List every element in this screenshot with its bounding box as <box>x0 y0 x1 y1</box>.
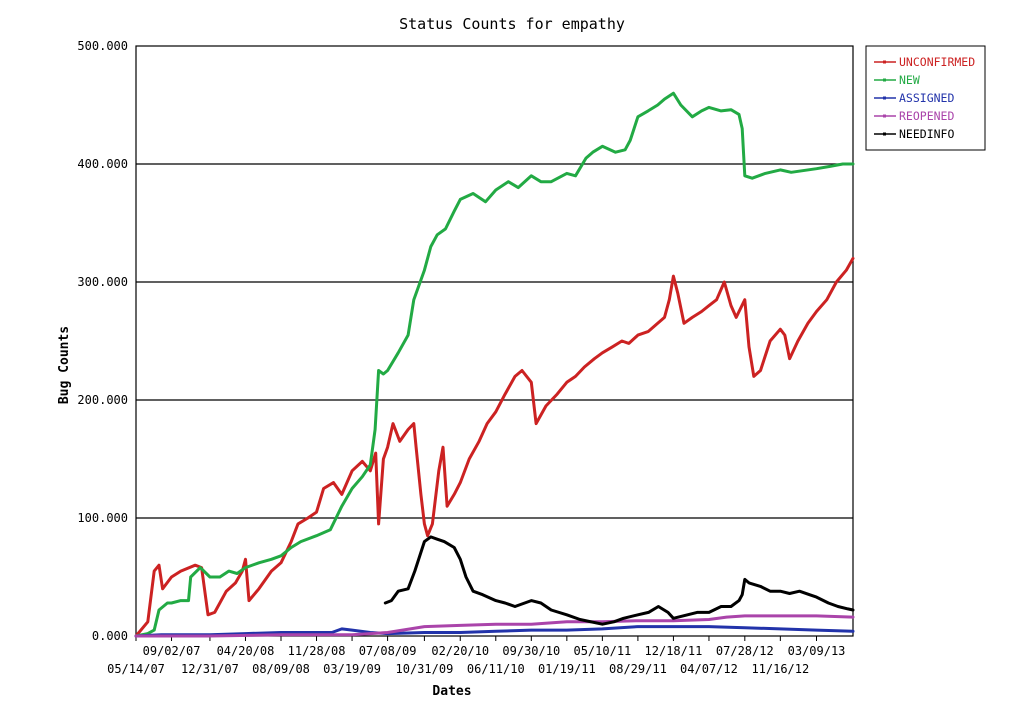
x-tick-label: 02/20/10 <box>431 644 489 658</box>
y-tick-label: 500.000 <box>77 39 128 53</box>
x-tick-label: 07/08/09 <box>359 644 417 658</box>
x-tick-label: 08/29/11 <box>609 662 667 676</box>
legend-label-assigned: ASSIGNED <box>899 91 954 105</box>
series-line-reopened <box>134 614 855 638</box>
legend-marker <box>883 114 886 118</box>
y-tick-label: 400.000 <box>77 157 128 171</box>
x-tick-label: 12/18/11 <box>645 644 703 658</box>
x-tick-label: 05/10/11 <box>573 644 631 658</box>
x-tick-label: 09/02/07 <box>143 644 201 658</box>
x-tick-label: 04/20/08 <box>217 644 275 658</box>
x-tick-label: 08/09/08 <box>252 662 310 676</box>
grid-lines <box>136 163 853 519</box>
x-tick-label: 05/14/07 <box>107 662 165 676</box>
x-tick-label: 09/30/10 <box>502 644 560 658</box>
y-tick-label: 100.000 <box>77 511 128 525</box>
series-line-unconfirmed <box>134 256 855 638</box>
legend-marker <box>883 78 886 82</box>
legend-label-needinfo: NEEDINFO <box>899 127 954 141</box>
x-tick-label: 04/07/12 <box>680 662 738 676</box>
x-tick-label: 12/31/07 <box>181 662 239 676</box>
y-tick-label: 300.000 <box>77 275 128 289</box>
plot-area-frame <box>135 45 854 637</box>
x-tick-label: 01/19/11 <box>538 662 596 676</box>
x-tick-label: 07/28/12 <box>716 644 774 658</box>
y-tick-label: 0.000 <box>92 629 128 643</box>
x-tick-label: 11/16/12 <box>751 662 809 676</box>
x-axis-label: Dates <box>432 684 471 699</box>
series-line-new <box>134 91 855 638</box>
y-axis-label: Bug Counts <box>57 326 72 404</box>
x-axis-ticks: 05/14/07 09/02/07 12/31/07 04/20/08 08/09/08… <box>107 636 845 676</box>
legend-marker <box>883 60 886 64</box>
y-axis-ticks: 0.000 100.000 200.000 300.000 400.000 500.000 <box>77 39 128 643</box>
y-tick-label: 200.000 <box>77 393 128 407</box>
legend-label-new: NEW <box>899 73 920 87</box>
legend-marker <box>883 132 886 136</box>
legend: UNCONFIRMED NEW ASSIGNED REOPENED NEEDINFO <box>865 45 986 151</box>
x-tick-label: 06/11/10 <box>467 662 525 676</box>
x-tick-label: 03/19/09 <box>323 662 381 676</box>
chart-title: Status Counts for empathy <box>399 15 625 33</box>
x-tick-label: 03/09/13 <box>788 644 846 658</box>
series-layer <box>134 91 855 638</box>
x-tick-label: 11/28/08 <box>288 644 346 658</box>
legend-marker <box>883 96 886 100</box>
series-line-needinfo <box>383 535 855 626</box>
legend-label-unconfirmed: UNCONFIRMED <box>899 55 975 69</box>
legend-label-reopened: REOPENED <box>899 109 954 123</box>
x-tick-label: 10/31/09 <box>396 662 454 676</box>
series-line-assigned <box>134 625 855 638</box>
